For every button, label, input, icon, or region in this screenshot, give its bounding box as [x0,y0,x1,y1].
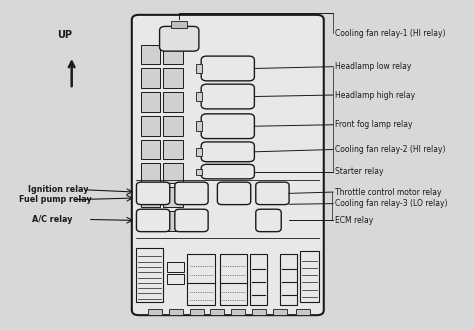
FancyBboxPatch shape [201,164,255,179]
Bar [196,169,202,175]
Bar [163,45,182,64]
Text: Headlamp high relay: Headlamp high relay [335,90,415,100]
FancyBboxPatch shape [160,26,199,51]
Bar [196,148,202,156]
Bar [250,254,267,305]
Bar [219,254,247,305]
FancyBboxPatch shape [132,15,324,315]
Text: Cooling fan relay-1 (HI relay): Cooling fan relay-1 (HI relay) [335,28,446,38]
FancyBboxPatch shape [175,209,208,232]
Bar [148,309,162,315]
Bar [300,251,319,302]
FancyBboxPatch shape [137,209,170,232]
FancyBboxPatch shape [201,84,255,109]
Bar [273,309,287,315]
Text: Cooling fan relay-2 (HI relay): Cooling fan relay-2 (HI relay) [335,145,446,154]
Bar [169,309,182,315]
FancyBboxPatch shape [201,142,255,162]
FancyBboxPatch shape [175,182,208,205]
Text: A/C relay: A/C relay [32,215,73,224]
Bar [210,309,224,315]
FancyBboxPatch shape [201,114,255,139]
Bar [196,63,202,74]
Bar [137,248,163,302]
Text: Starter relay: Starter relay [335,167,384,176]
FancyBboxPatch shape [137,182,170,205]
FancyBboxPatch shape [218,182,251,205]
Bar [141,116,161,136]
Text: Throttle control motor relay: Throttle control motor relay [335,187,442,197]
Bar [172,21,187,28]
Bar [163,187,182,207]
FancyBboxPatch shape [201,56,255,81]
Text: Cooling fan relay-3 (LO relay): Cooling fan relay-3 (LO relay) [335,199,448,208]
Bar [141,68,161,88]
Bar [196,91,202,102]
Bar [141,45,161,64]
Bar [163,92,182,112]
Bar [280,254,297,305]
Bar [167,262,183,272]
Bar [141,211,161,231]
Text: Fuel pump relay: Fuel pump relay [18,195,91,204]
Bar [187,254,215,305]
Bar [231,309,245,315]
FancyBboxPatch shape [256,209,281,232]
Text: UP: UP [57,30,72,40]
FancyBboxPatch shape [256,182,289,205]
Bar [163,116,182,136]
Text: Ignition relay: Ignition relay [28,185,88,194]
Bar [252,309,266,315]
Text: ECM relay: ECM relay [335,216,374,225]
Bar [167,274,183,284]
Bar [141,163,161,183]
Bar [141,187,161,207]
Bar [296,309,310,315]
Bar [141,92,161,112]
Bar [190,309,203,315]
Bar [163,140,182,159]
Bar [141,140,161,159]
Bar [163,68,182,88]
Bar [196,121,202,131]
Bar [163,211,182,231]
Text: Headlamp low relay: Headlamp low relay [335,62,412,71]
Bar [163,163,182,183]
Text: Front fog lamp relay: Front fog lamp relay [335,120,413,129]
